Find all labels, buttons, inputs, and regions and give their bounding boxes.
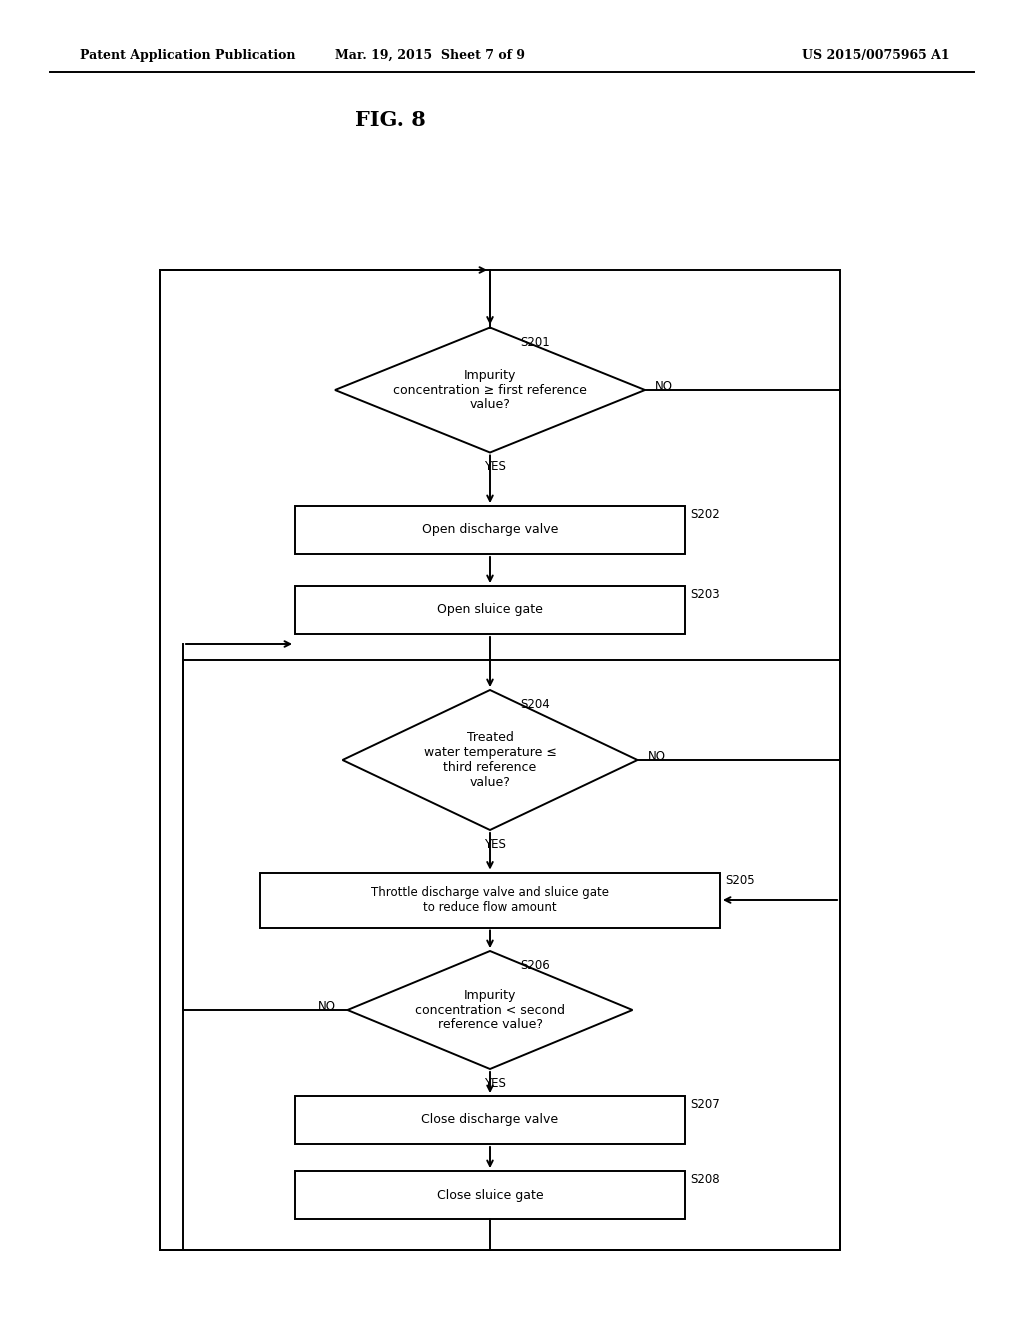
- Text: Close discharge valve: Close discharge valve: [422, 1114, 558, 1126]
- Bar: [295, 1096, 685, 1144]
- Text: S203: S203: [690, 587, 720, 601]
- Text: YES: YES: [484, 461, 506, 474]
- Text: Open discharge valve: Open discharge valve: [422, 524, 558, 536]
- Bar: [183, 660, 840, 1250]
- Text: YES: YES: [484, 838, 506, 851]
- Bar: [295, 1171, 685, 1218]
- Text: Treated
water temperature ≤
third reference
value?: Treated water temperature ≤ third refere…: [424, 731, 556, 789]
- Polygon shape: [347, 950, 633, 1069]
- Text: S208: S208: [690, 1173, 720, 1185]
- Polygon shape: [342, 690, 638, 830]
- Text: Impurity
concentration < second
reference value?: Impurity concentration < second referenc…: [415, 989, 565, 1031]
- Text: US 2015/0075965 A1: US 2015/0075965 A1: [803, 49, 950, 62]
- Text: S204: S204: [520, 698, 550, 711]
- Text: Close sluice gate: Close sluice gate: [436, 1188, 544, 1201]
- Text: Impurity
concentration ≥ first reference
value?: Impurity concentration ≥ first reference…: [393, 368, 587, 412]
- Polygon shape: [335, 327, 645, 453]
- Text: Mar. 19, 2015  Sheet 7 of 9: Mar. 19, 2015 Sheet 7 of 9: [335, 49, 525, 62]
- Text: S201: S201: [520, 335, 550, 348]
- Text: Open sluice gate: Open sluice gate: [437, 603, 543, 616]
- Bar: [295, 586, 685, 634]
- Bar: [295, 506, 685, 554]
- Text: FIG. 8: FIG. 8: [354, 110, 425, 129]
- Text: NO: NO: [317, 999, 336, 1012]
- Text: NO: NO: [655, 380, 673, 392]
- Bar: [160, 271, 840, 1250]
- Text: NO: NO: [647, 750, 666, 763]
- Text: S206: S206: [520, 960, 550, 972]
- Text: S202: S202: [690, 508, 720, 521]
- Text: S207: S207: [690, 1098, 720, 1111]
- Text: Patent Application Publication: Patent Application Publication: [80, 49, 296, 62]
- Text: Throttle discharge valve and sluice gate
to reduce flow amount: Throttle discharge valve and sluice gate…: [371, 886, 609, 913]
- Text: YES: YES: [484, 1077, 506, 1090]
- Text: S205: S205: [725, 874, 755, 887]
- Bar: [260, 873, 720, 928]
